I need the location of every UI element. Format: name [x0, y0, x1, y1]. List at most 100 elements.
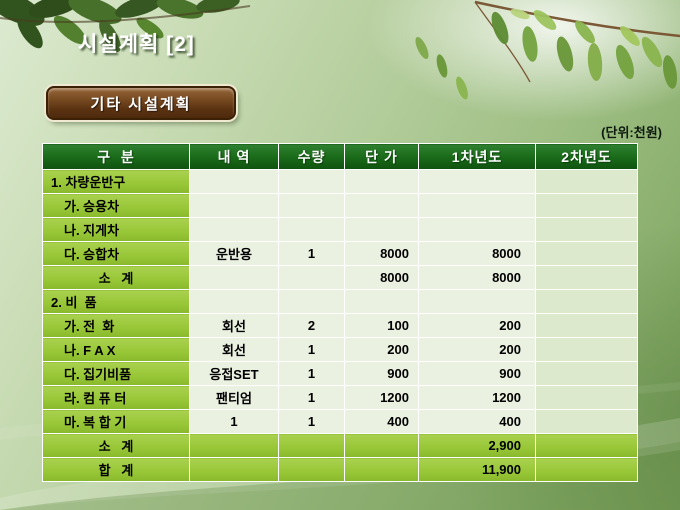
row-label-cell: 다. 집기비품 — [42, 361, 190, 386]
table-row: 소 계 8000 8000 — [42, 265, 638, 290]
data-cell — [535, 169, 638, 194]
data-cell: 8000 — [418, 241, 536, 266]
data-cell: 1 — [278, 409, 345, 434]
data-cell — [535, 265, 638, 290]
table-row: 합 계 11,900 — [42, 457, 638, 482]
other-facility-plan-button[interactable]: 기타 시설계획 — [46, 86, 236, 120]
table-row: 가. 전 화 회선 2 100 200 — [42, 313, 638, 338]
data-cell — [189, 433, 279, 458]
row-label-cell: 소 계 — [42, 433, 190, 458]
table-row: 다. 집기비품 응접SET 1 900 900 — [42, 361, 638, 386]
data-cell: 100 — [344, 313, 419, 338]
data-cell — [344, 457, 419, 482]
data-cell — [418, 289, 536, 314]
data-cell: 1 — [278, 241, 345, 266]
table-row: 소 계 2,900 — [42, 433, 638, 458]
data-cell: 1 — [278, 385, 345, 410]
data-cell — [278, 457, 345, 482]
data-cell: 900 — [418, 361, 536, 386]
data-cell: 900 — [344, 361, 419, 386]
slide-title: 시설계획 [2] — [78, 33, 195, 56]
data-cell: 11,900 — [418, 457, 536, 482]
table-row: 다. 승합차 운반용 1 8000 8000 — [42, 241, 638, 266]
column-header-year1: 1차년도 — [418, 143, 536, 170]
data-cell: 2 — [278, 313, 345, 338]
data-cell — [189, 193, 279, 218]
column-header-year2: 2차년도 — [535, 143, 638, 170]
data-cell — [278, 169, 345, 194]
data-cell: 400 — [418, 409, 536, 434]
leaf-branch-top-right-icon — [415, 0, 680, 100]
other-facility-plan-button-label: 기타 시설계획 — [90, 95, 192, 113]
data-cell — [535, 241, 638, 266]
row-label-cell: 2. 비 품 — [42, 289, 190, 314]
data-cell: 200 — [344, 337, 419, 362]
data-cell — [535, 433, 638, 458]
data-cell: 1 — [189, 409, 279, 434]
data-cell: 8000 — [344, 265, 419, 290]
data-cell: 응접SET — [189, 361, 279, 386]
data-cell — [344, 289, 419, 314]
data-cell — [189, 289, 279, 314]
row-label-cell: 다. 승합차 — [42, 241, 190, 266]
data-cell: 1 — [278, 337, 345, 362]
row-label-cell: 나. 지게차 — [42, 217, 190, 242]
data-cell — [535, 217, 638, 242]
data-cell — [278, 265, 345, 290]
table-row: 2. 비 품 — [42, 289, 638, 314]
data-cell — [418, 193, 536, 218]
row-label-cell: 합 계 — [42, 457, 190, 482]
data-cell — [344, 217, 419, 242]
row-label-cell: 1. 차량운반구 — [42, 169, 190, 194]
column-header-gubun: 구 분 — [42, 143, 190, 170]
data-cell: 400 — [344, 409, 419, 434]
table-row: 가. 승용차 — [42, 193, 638, 218]
column-header-danga: 단 가 — [344, 143, 419, 170]
data-cell — [535, 193, 638, 218]
data-cell — [189, 169, 279, 194]
table-body: 1. 차량운반구 가. 승용차 나. 지게차 다. 승합차 운반용 1 8000 8000 소 … — [42, 169, 638, 482]
data-cell: 회선 — [189, 313, 279, 338]
data-cell — [189, 217, 279, 242]
data-cell — [344, 193, 419, 218]
data-cell: 200 — [418, 313, 536, 338]
row-label-cell: 라. 컴 퓨 터 — [42, 385, 190, 410]
data-cell: 회선 — [189, 337, 279, 362]
data-cell: 1 — [278, 361, 345, 386]
data-cell — [535, 457, 638, 482]
data-cell — [535, 385, 638, 410]
data-cell: 2,900 — [418, 433, 536, 458]
row-label-cell: 나. F A X — [42, 337, 190, 362]
data-cell: 1200 — [418, 385, 536, 410]
row-label-cell: 가. 전 화 — [42, 313, 190, 338]
data-cell — [418, 169, 536, 194]
data-cell: 8000 — [418, 265, 536, 290]
data-cell: 팬티엄 — [189, 385, 279, 410]
data-cell — [418, 217, 536, 242]
data-cell: 1200 — [344, 385, 419, 410]
table-row: 나. 지게차 — [42, 217, 638, 242]
data-cell — [535, 289, 638, 314]
data-cell — [535, 337, 638, 362]
row-label-cell: 마. 복 합 기 — [42, 409, 190, 434]
data-cell: 운반용 — [189, 241, 279, 266]
table-row: 라. 컴 퓨 터 팬티엄 1 1200 1200 — [42, 385, 638, 410]
data-cell — [535, 361, 638, 386]
data-cell — [278, 217, 345, 242]
data-cell: 200 — [418, 337, 536, 362]
data-cell — [278, 193, 345, 218]
data-cell — [535, 409, 638, 434]
row-label-cell: 소 계 — [42, 265, 190, 290]
data-cell — [535, 313, 638, 338]
data-cell — [189, 265, 279, 290]
data-cell: 8000 — [344, 241, 419, 266]
data-cell — [278, 433, 345, 458]
table-row: 나. F A X 회선 1 200 200 — [42, 337, 638, 362]
unit-note: (단위:천원) — [601, 125, 662, 140]
row-label-cell: 가. 승용차 — [42, 193, 190, 218]
data-cell — [189, 457, 279, 482]
column-header-suryang: 수량 — [278, 143, 345, 170]
data-cell — [344, 433, 419, 458]
